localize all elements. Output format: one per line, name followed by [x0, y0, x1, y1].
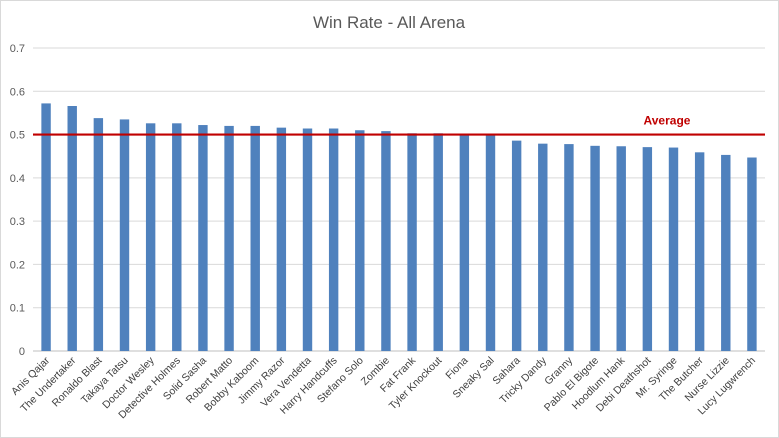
y-tick-label: 0.2 — [10, 259, 25, 271]
bar — [67, 106, 77, 351]
bar — [668, 147, 679, 351]
bar — [433, 133, 443, 351]
bar — [302, 128, 313, 351]
gridlines — [33, 47, 765, 352]
bar — [93, 118, 104, 351]
y-tick-label: 0.7 — [10, 43, 25, 55]
average-line-group: Average — [33, 114, 765, 136]
bar — [172, 123, 182, 352]
y-tick-label: 0 — [19, 346, 25, 358]
bar — [276, 127, 287, 351]
y-tick-label: 0.4 — [10, 173, 25, 185]
bar — [538, 143, 548, 351]
bar — [119, 119, 130, 352]
bars — [41, 103, 757, 352]
y-tick-label: 0.1 — [10, 303, 25, 315]
y-tick-label: 0.6 — [10, 86, 25, 98]
bar — [250, 125, 260, 352]
bar — [511, 140, 522, 351]
average-label: Average — [644, 114, 691, 128]
chart-title: Win Rate - All Arena — [313, 13, 466, 32]
bar — [590, 145, 600, 351]
bar — [564, 144, 574, 351]
bar — [328, 128, 339, 351]
bar — [616, 146, 626, 351]
bar — [747, 157, 757, 351]
bar — [694, 152, 705, 351]
bar — [355, 130, 365, 351]
bar — [198, 125, 208, 351]
y-tick-label: 0.5 — [10, 130, 25, 142]
bar — [41, 103, 51, 351]
bar — [721, 154, 731, 351]
bar — [642, 147, 653, 351]
bar — [224, 125, 234, 352]
bar — [381, 131, 391, 351]
y-tick-label: 0.3 — [10, 216, 25, 228]
y-axis-ticks: 0 0.1 0.2 0.3 0.4 0.5 0.6 0.7 — [10, 43, 25, 358]
bar — [459, 134, 470, 351]
bar — [485, 135, 496, 351]
bar — [407, 133, 417, 351]
bar — [145, 123, 156, 352]
